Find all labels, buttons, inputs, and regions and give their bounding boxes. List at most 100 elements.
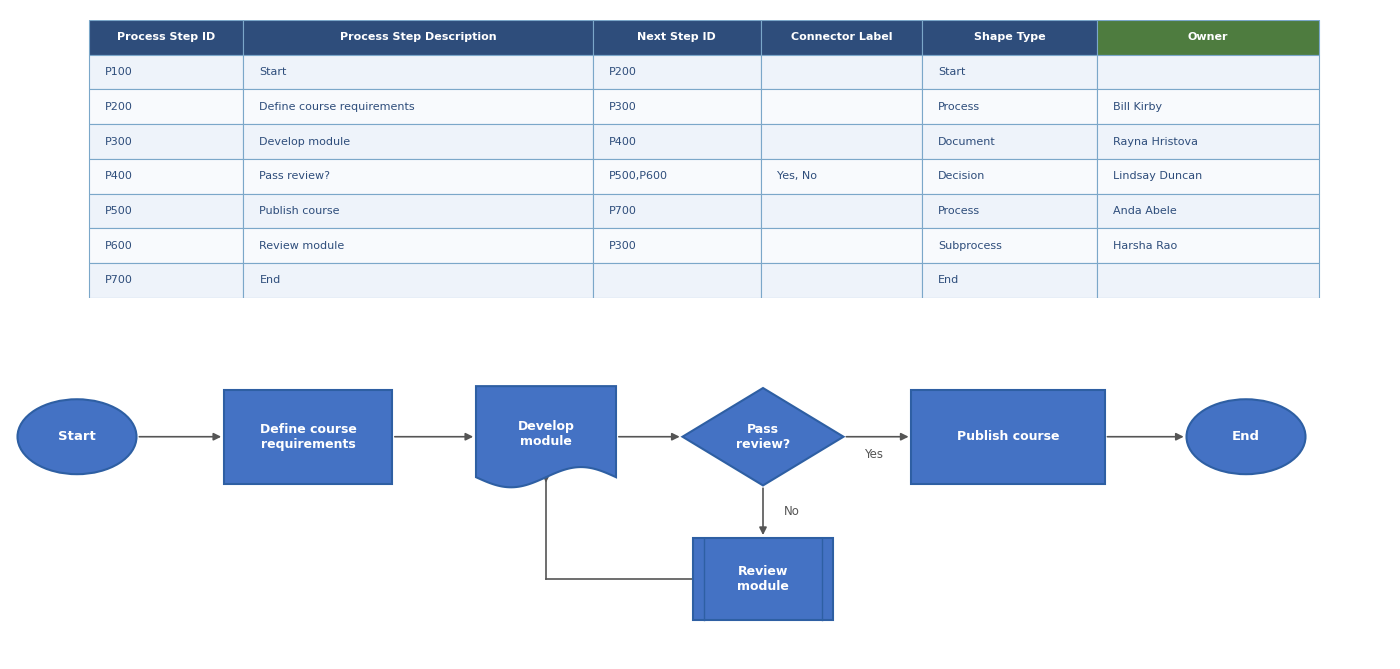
FancyBboxPatch shape (1096, 228, 1319, 263)
Text: Publish course: Publish course (956, 430, 1060, 444)
FancyBboxPatch shape (592, 263, 760, 298)
FancyBboxPatch shape (760, 20, 923, 55)
Text: Rayna Hristova: Rayna Hristova (1113, 136, 1198, 147)
FancyBboxPatch shape (1096, 263, 1319, 298)
Text: Document: Document (938, 136, 995, 147)
FancyBboxPatch shape (760, 90, 923, 124)
FancyBboxPatch shape (88, 90, 244, 124)
FancyBboxPatch shape (88, 228, 244, 263)
Text: End: End (1232, 430, 1260, 444)
Text: P400: P400 (105, 171, 133, 181)
Text: P500,P600: P500,P600 (609, 171, 668, 181)
FancyBboxPatch shape (592, 90, 760, 124)
Ellipse shape (1187, 399, 1305, 474)
FancyBboxPatch shape (923, 263, 1096, 298)
FancyBboxPatch shape (760, 159, 923, 193)
Text: End: End (938, 276, 959, 286)
Text: P300: P300 (609, 241, 637, 251)
FancyBboxPatch shape (592, 159, 760, 193)
FancyBboxPatch shape (923, 20, 1096, 55)
FancyBboxPatch shape (760, 228, 923, 263)
FancyBboxPatch shape (1096, 20, 1319, 55)
FancyBboxPatch shape (1096, 159, 1319, 193)
FancyBboxPatch shape (244, 90, 592, 124)
FancyBboxPatch shape (244, 193, 592, 228)
Text: Yes, No: Yes, No (777, 171, 816, 181)
Text: Pass review?: Pass review? (259, 171, 330, 181)
Text: Review
module: Review module (736, 565, 790, 593)
Text: Review module: Review module (259, 241, 344, 251)
FancyBboxPatch shape (88, 193, 244, 228)
Text: Develop module: Develop module (259, 136, 350, 147)
FancyBboxPatch shape (923, 90, 1096, 124)
Text: End: End (259, 276, 280, 286)
Text: P500: P500 (105, 206, 133, 216)
FancyBboxPatch shape (88, 263, 244, 298)
Text: Process Step ID: Process Step ID (118, 32, 216, 42)
FancyBboxPatch shape (923, 55, 1096, 90)
FancyBboxPatch shape (760, 263, 923, 298)
Text: P300: P300 (105, 136, 133, 147)
FancyBboxPatch shape (592, 20, 760, 55)
Text: Process: Process (938, 102, 980, 112)
Text: Process Step Description: Process Step Description (340, 32, 497, 42)
FancyBboxPatch shape (224, 390, 392, 484)
Polygon shape (683, 388, 843, 486)
FancyBboxPatch shape (592, 193, 760, 228)
Text: P100: P100 (105, 67, 133, 77)
FancyBboxPatch shape (923, 193, 1096, 228)
FancyBboxPatch shape (911, 390, 1105, 484)
Text: P700: P700 (609, 206, 637, 216)
FancyBboxPatch shape (923, 124, 1096, 159)
Text: Process: Process (938, 206, 980, 216)
FancyBboxPatch shape (88, 159, 244, 193)
Text: P300: P300 (609, 102, 637, 112)
FancyBboxPatch shape (88, 55, 244, 90)
Text: Anda Abele: Anda Abele (1113, 206, 1176, 216)
FancyBboxPatch shape (244, 55, 592, 90)
Text: P200: P200 (609, 67, 637, 77)
Text: Publish course: Publish course (259, 206, 340, 216)
Text: Lindsay Duncan: Lindsay Duncan (1113, 171, 1203, 181)
Text: Next Step ID: Next Step ID (637, 32, 717, 42)
FancyBboxPatch shape (693, 538, 833, 620)
Text: P200: P200 (105, 102, 133, 112)
Text: Develop
module: Develop module (518, 419, 574, 448)
FancyBboxPatch shape (244, 20, 592, 55)
Text: Shape Type: Shape Type (973, 32, 1046, 42)
Text: Yes: Yes (865, 448, 883, 461)
FancyBboxPatch shape (1096, 55, 1319, 90)
Text: Harsha Rao: Harsha Rao (1113, 241, 1177, 251)
Text: Pass
review?: Pass review? (736, 423, 790, 451)
Text: No: No (784, 505, 799, 518)
FancyBboxPatch shape (88, 20, 244, 55)
FancyBboxPatch shape (244, 124, 592, 159)
Text: P400: P400 (609, 136, 637, 147)
FancyBboxPatch shape (592, 55, 760, 90)
Ellipse shape (17, 399, 137, 474)
Text: Define course requirements: Define course requirements (259, 102, 414, 112)
Text: Decision: Decision (938, 171, 986, 181)
FancyBboxPatch shape (760, 193, 923, 228)
Text: Start: Start (938, 67, 966, 77)
FancyBboxPatch shape (244, 263, 592, 298)
FancyBboxPatch shape (923, 159, 1096, 193)
FancyBboxPatch shape (244, 159, 592, 193)
FancyBboxPatch shape (760, 124, 923, 159)
Text: P600: P600 (105, 241, 133, 251)
FancyBboxPatch shape (923, 228, 1096, 263)
FancyBboxPatch shape (1096, 90, 1319, 124)
FancyBboxPatch shape (244, 228, 592, 263)
FancyBboxPatch shape (1096, 124, 1319, 159)
Text: Define course
requirements: Define course requirements (259, 423, 357, 451)
Text: Start: Start (259, 67, 287, 77)
Text: Bill Kirby: Bill Kirby (1113, 102, 1162, 112)
FancyBboxPatch shape (1096, 193, 1319, 228)
Text: Connector Label: Connector Label (791, 32, 892, 42)
FancyBboxPatch shape (760, 55, 923, 90)
Text: Subprocess: Subprocess (938, 241, 1002, 251)
FancyBboxPatch shape (88, 124, 244, 159)
FancyBboxPatch shape (592, 228, 760, 263)
Text: Start: Start (59, 430, 95, 444)
Text: P700: P700 (105, 276, 133, 286)
